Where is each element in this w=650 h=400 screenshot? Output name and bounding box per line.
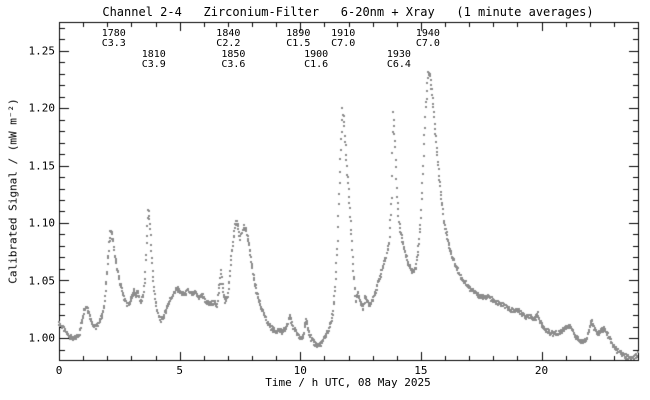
y-tick-label: 1.15: [28, 159, 56, 172]
x-axis-label: Time / h UTC, 08 May 2025: [265, 376, 431, 389]
y-tick-label: 1.00: [28, 331, 56, 345]
flare-annotation-1930: 1930 C6.4: [386, 49, 411, 70]
y-tick-label: 1.10: [28, 216, 56, 230]
y-tick-label: 1.25: [28, 44, 56, 57]
y-axis-label: Calibrated Signal / (mW m⁻²): [6, 98, 20, 284]
chart-title: Channel 2-4 Zirconium-Filter 6-20nm + Xr…: [102, 5, 594, 19]
y-tick-label: 1.05: [28, 274, 56, 287]
flare-annotation-1850: 1850 C3.6: [221, 49, 246, 70]
x-tick-label: 15: [414, 364, 428, 377]
flare-annotation-1910: 1910 C7.0: [331, 28, 356, 49]
flare-annotation-1940: 1940 C7.0: [415, 28, 440, 49]
flare-annotation-1900: 1900 C1.6: [304, 49, 329, 70]
x-tick-label: 10: [293, 364, 307, 377]
x-tick-label: 5: [176, 364, 183, 377]
flare-annotation-1890: 1890 C1.5: [286, 28, 311, 49]
x-tick-label: 20: [534, 364, 549, 377]
y-tick-label: 1.20: [28, 101, 56, 115]
flare-annotation-1780: 1780 C3.3: [101, 28, 126, 49]
flare-annotation-1840: 1840 C2.2: [216, 28, 241, 49]
flare-annotation-1810: 1810 C3.9: [141, 49, 166, 70]
x-tick-label: 0: [55, 364, 63, 377]
